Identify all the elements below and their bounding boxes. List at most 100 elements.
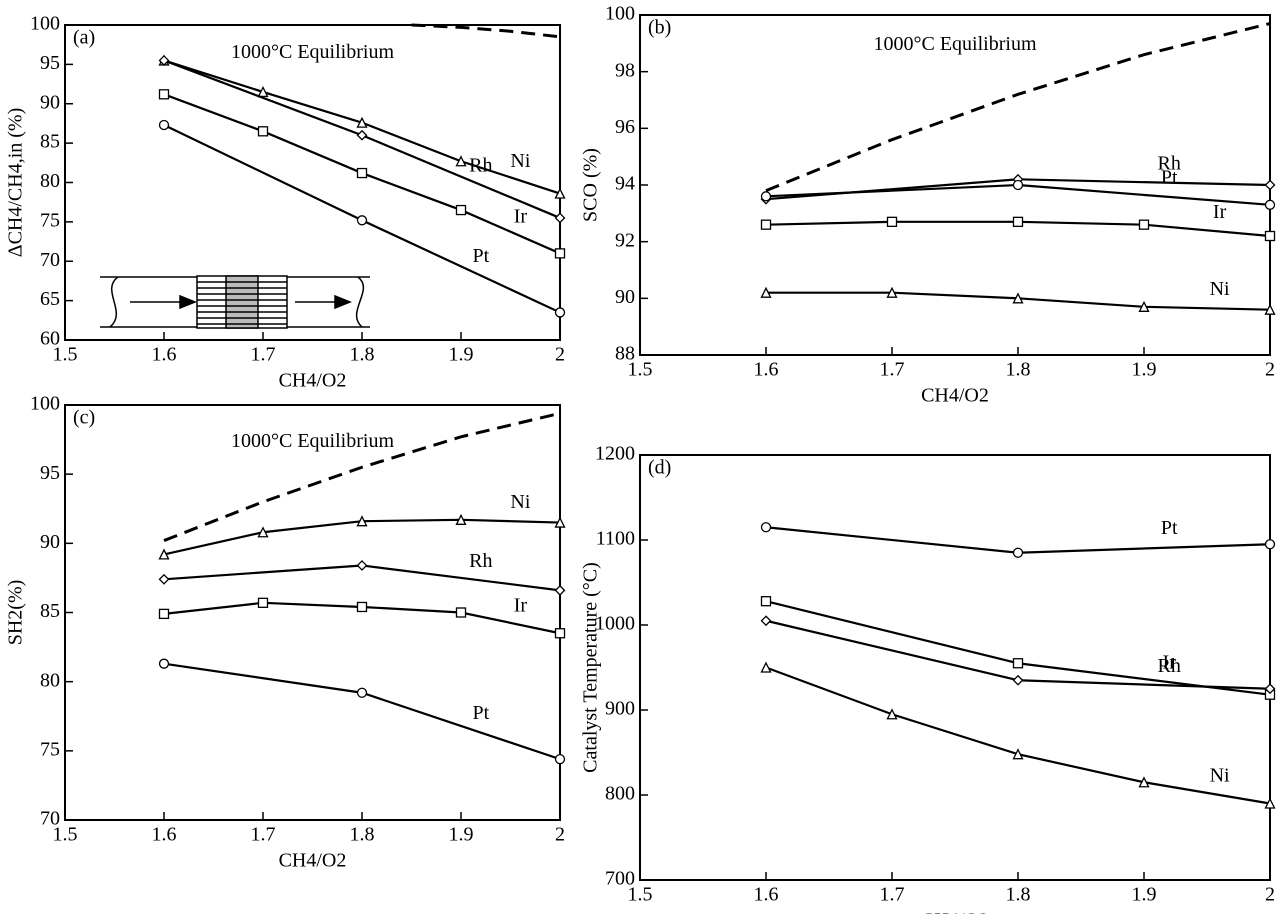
point <box>1264 797 1276 809</box>
x-tick-label: 1.6 <box>754 884 779 906</box>
y-tick-label: 90 <box>615 286 635 308</box>
x-tick-label: 1.5 <box>53 824 78 846</box>
series-label: 1000°C Equilibrium <box>231 430 394 452</box>
x-tick-label: 1.8 <box>1006 359 1031 381</box>
y-axis-label: SH2(%) <box>5 580 27 646</box>
point <box>554 212 566 224</box>
y-tick-label: 94 <box>615 173 635 195</box>
point <box>1264 539 1276 550</box>
series-line <box>163 411 561 542</box>
series-label: Ir <box>514 206 528 228</box>
point <box>886 216 898 227</box>
point <box>554 307 566 318</box>
series-line <box>765 666 1271 805</box>
x-axis-label: CH4/O2 <box>279 850 347 872</box>
x-tick-label: 1.5 <box>628 884 653 906</box>
y-tick-label: 90 <box>40 91 60 113</box>
point <box>257 126 269 137</box>
point <box>158 658 170 669</box>
series-label: Rh <box>1158 152 1181 174</box>
series-label: Ni <box>1210 765 1230 787</box>
series-label: Ir <box>514 595 528 617</box>
series-label: Pt <box>1161 166 1178 188</box>
x-tick-label: 1.5 <box>628 359 653 381</box>
x-tick-label: 1.9 <box>1132 359 1157 381</box>
point <box>158 573 170 585</box>
point <box>356 687 368 698</box>
channels <box>197 281 287 325</box>
x-tick-label: 1.8 <box>1006 884 1031 906</box>
point <box>158 548 170 560</box>
x-tick-label: 1.9 <box>449 824 474 846</box>
catalyst <box>225 275 259 329</box>
point <box>886 286 898 298</box>
y-tick-label: 95 <box>40 462 60 484</box>
point <box>1012 674 1024 686</box>
point <box>356 129 368 141</box>
point <box>554 584 566 596</box>
point <box>158 89 170 100</box>
y-tick-label: 1200 <box>595 443 635 465</box>
series-label: Pt <box>472 245 489 267</box>
series-label: Ni <box>510 150 530 172</box>
y-tick-label: 80 <box>40 170 60 192</box>
point <box>356 601 368 613</box>
point <box>1012 179 1024 191</box>
series-label: Ir <box>1213 201 1227 223</box>
point <box>158 608 170 620</box>
x-tick-label: 1.8 <box>350 344 375 366</box>
y-tick-label: 85 <box>40 131 60 153</box>
point <box>455 155 467 167</box>
series-label: Pt <box>472 702 489 724</box>
series-label: Rh <box>469 550 492 572</box>
point <box>554 187 566 199</box>
series-label: 1000°C Equilibrium <box>231 41 394 63</box>
point <box>760 286 772 298</box>
point <box>455 513 467 525</box>
point <box>760 615 772 627</box>
point <box>1138 776 1150 788</box>
series-label: Rh <box>469 154 492 176</box>
series-label: Ni <box>1210 278 1230 300</box>
point <box>158 55 170 66</box>
x-tick-label: 1.7 <box>251 344 276 366</box>
y-tick-label: 90 <box>40 531 60 553</box>
x-tick-label: 1.5 <box>53 344 78 366</box>
point <box>356 515 368 527</box>
x-tick-label: 1.7 <box>880 359 905 381</box>
series-line <box>765 22 1271 193</box>
series-line <box>163 662 561 761</box>
y-tick-label: 75 <box>40 209 60 231</box>
y-tick-label: 85 <box>40 600 60 622</box>
panel-label: (d) <box>648 457 671 479</box>
point <box>1012 547 1024 558</box>
x-axis-label: CH4/O2 <box>921 910 989 914</box>
series-label: Pt <box>1161 517 1178 539</box>
x-tick-label: 2 <box>1265 359 1275 381</box>
y-axis-label: Catalyst Temperature (°C) <box>580 562 602 773</box>
point <box>257 597 269 608</box>
series-label: Ni <box>510 491 530 513</box>
arrow-head <box>179 294 198 310</box>
y-tick-label: 92 <box>615 229 635 251</box>
x-tick-label: 1.6 <box>754 359 779 381</box>
reactor-inset <box>100 275 370 329</box>
point <box>455 204 467 216</box>
y-tick-label: 1000 <box>595 613 635 635</box>
x-tick-label: 1.6 <box>152 344 177 366</box>
y-tick-label: 96 <box>615 116 635 138</box>
x-axis-label: CH4/O2 <box>279 370 347 392</box>
x-tick-label: 1.9 <box>449 344 474 366</box>
point <box>356 560 368 571</box>
point <box>356 167 368 179</box>
point <box>760 191 772 202</box>
point <box>158 119 170 131</box>
y-tick-label: 98 <box>615 59 635 81</box>
y-axis-label: SCO (%) <box>580 148 602 222</box>
y-tick-label: 800 <box>605 783 635 805</box>
point <box>1264 230 1276 242</box>
point <box>257 526 269 538</box>
plot-frame <box>64 24 561 341</box>
y-tick-label: 80 <box>40 669 60 691</box>
point <box>455 607 467 618</box>
